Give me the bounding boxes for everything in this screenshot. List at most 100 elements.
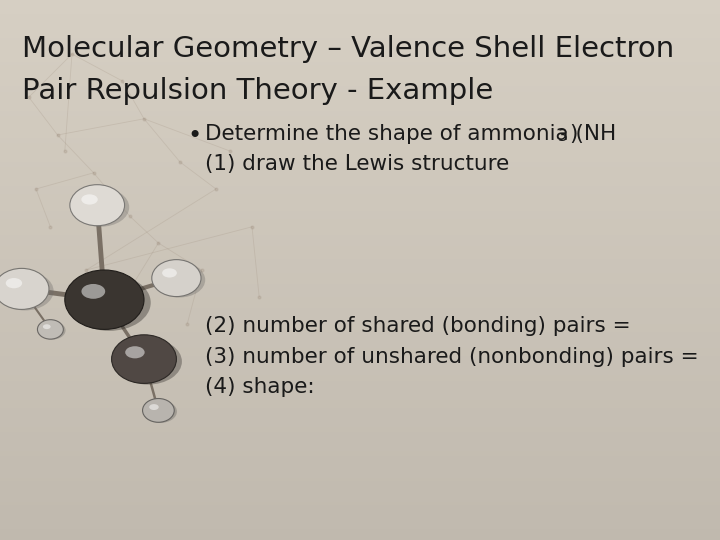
Text: Determine the shape of ammonia (NH: Determine the shape of ammonia (NH	[205, 124, 616, 144]
Bar	[0, 316, 720, 319]
Bar	[0, 432, 720, 435]
Bar	[0, 76, 720, 78]
Bar	[0, 418, 720, 421]
Text: (4) shape:: (4) shape:	[205, 377, 315, 397]
Bar	[0, 481, 720, 483]
Bar	[0, 240, 720, 243]
Bar	[0, 516, 720, 518]
Ellipse shape	[6, 278, 22, 288]
Bar	[0, 400, 720, 402]
Text: Molecular Geometry – Valence Shell Electron: Molecular Geometry – Valence Shell Elect…	[22, 35, 674, 63]
Bar	[0, 526, 720, 529]
Bar	[0, 194, 720, 197]
Bar	[0, 427, 720, 429]
Bar	[0, 119, 720, 122]
Bar	[0, 394, 720, 397]
Bar	[0, 89, 720, 92]
Bar	[0, 402, 720, 405]
Bar	[0, 472, 720, 475]
Bar	[0, 49, 720, 51]
Bar	[0, 327, 720, 329]
Bar	[0, 502, 720, 505]
Text: (2) number of shared (bonding) pairs =: (2) number of shared (bonding) pairs =	[205, 316, 631, 336]
Bar	[0, 173, 720, 176]
Bar	[0, 392, 720, 394]
Bar	[0, 151, 720, 154]
Bar	[0, 35, 720, 38]
Bar	[0, 367, 720, 370]
Bar	[0, 154, 720, 157]
Bar	[0, 202, 720, 205]
Bar	[0, 405, 720, 408]
Bar	[0, 346, 720, 348]
Ellipse shape	[81, 284, 105, 299]
Bar	[0, 208, 720, 211]
Bar	[0, 65, 720, 68]
Bar	[0, 448, 720, 451]
Bar	[0, 197, 720, 200]
Bar	[0, 389, 720, 392]
Text: •: •	[187, 124, 202, 148]
Bar	[0, 489, 720, 491]
Bar	[0, 178, 720, 181]
Bar	[0, 408, 720, 410]
Ellipse shape	[81, 194, 98, 205]
Ellipse shape	[0, 268, 49, 309]
Bar	[0, 410, 720, 413]
Bar	[0, 111, 720, 113]
Bar	[0, 235, 720, 238]
Bar	[0, 451, 720, 454]
Bar	[0, 138, 720, 140]
Bar	[0, 421, 720, 424]
Bar	[0, 30, 720, 32]
Bar	[0, 443, 720, 445]
Bar	[0, 532, 720, 535]
Bar	[0, 3, 720, 5]
Bar	[0, 122, 720, 124]
Bar	[0, 359, 720, 362]
Ellipse shape	[153, 262, 205, 298]
Bar	[0, 57, 720, 59]
Bar	[0, 375, 720, 378]
Bar	[0, 521, 720, 524]
Bar	[0, 386, 720, 389]
Bar	[0, 78, 720, 81]
Bar	[0, 364, 720, 367]
Bar	[0, 146, 720, 148]
Bar	[0, 232, 720, 235]
Bar	[0, 518, 720, 521]
Bar	[0, 140, 720, 143]
Ellipse shape	[68, 274, 150, 331]
Ellipse shape	[152, 260, 201, 296]
Text: Pair Repulsion Theory - Example: Pair Repulsion Theory - Example	[22, 77, 493, 105]
Bar	[0, 286, 720, 289]
Bar	[0, 267, 720, 270]
Bar	[0, 535, 720, 537]
Bar	[0, 513, 720, 516]
Bar	[0, 437, 720, 440]
Bar	[0, 176, 720, 178]
Bar	[0, 491, 720, 494]
Bar	[0, 59, 720, 62]
Bar	[0, 24, 720, 27]
Text: (1) draw the Lewis structure: (1) draw the Lewis structure	[205, 154, 510, 174]
Ellipse shape	[114, 339, 182, 384]
Bar	[0, 11, 720, 14]
Bar	[0, 508, 720, 510]
Bar	[0, 356, 720, 359]
Bar	[0, 132, 720, 135]
Bar	[0, 40, 720, 43]
Bar	[0, 259, 720, 262]
Bar	[0, 529, 720, 532]
Bar	[0, 148, 720, 151]
Bar	[0, 68, 720, 70]
Bar	[0, 86, 720, 89]
Bar	[0, 8, 720, 11]
Ellipse shape	[37, 320, 63, 339]
Bar	[0, 200, 720, 202]
Bar	[0, 310, 720, 313]
Bar	[0, 238, 720, 240]
Ellipse shape	[112, 335, 176, 383]
Bar	[0, 454, 720, 456]
Bar	[0, 505, 720, 508]
